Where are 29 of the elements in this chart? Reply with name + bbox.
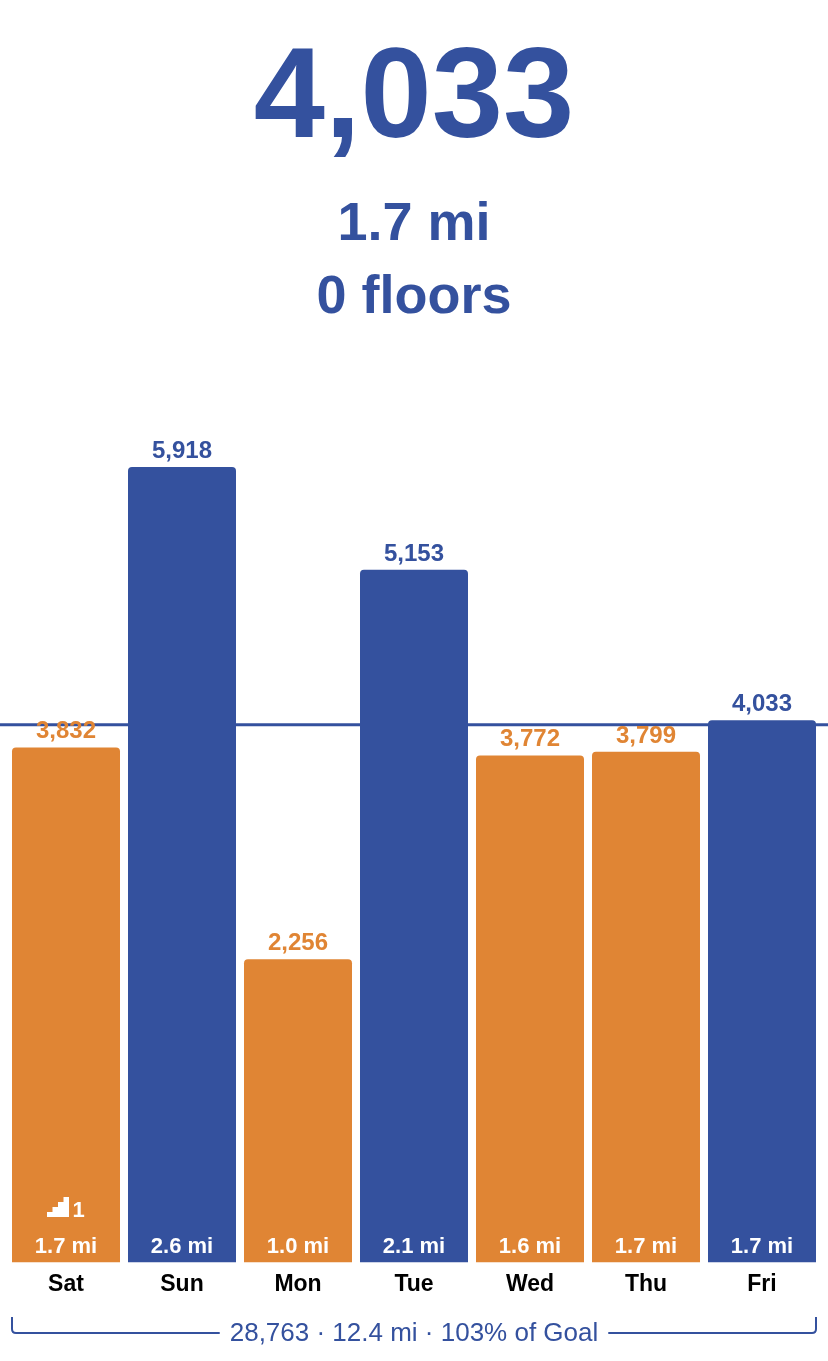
annotation: 1.6 mi	[498, 1233, 562, 1259]
x-tick-label: Thu	[624, 1269, 668, 1296]
chart-subtitle: 1.7 mi	[337, 191, 491, 251]
annotation: 2.6 mi	[150, 1233, 214, 1259]
data-label: 5,153	[383, 538, 445, 566]
x-tick-label: Fri	[747, 1269, 777, 1296]
bar	[592, 751, 700, 1263]
data-label: 3,772	[499, 724, 561, 752]
bar	[476, 755, 584, 1263]
annotation: 1.0 mi	[266, 1233, 330, 1259]
annotation: 2.1 mi	[382, 1233, 446, 1259]
annotation: 1.7 mi	[614, 1233, 678, 1259]
chart-title: 4,033	[253, 21, 575, 164]
x-tick-label: Sun	[160, 1269, 204, 1296]
x-tick-label: Tue	[394, 1269, 434, 1296]
x-tick-label: Wed	[505, 1269, 555, 1296]
bar	[12, 747, 120, 1263]
data-label: 2,256	[267, 928, 329, 956]
data-label: 5,918	[151, 436, 213, 464]
text: 0 floors	[316, 264, 512, 324]
data-label: 4,033	[731, 689, 793, 717]
bar	[244, 959, 352, 1263]
text: 28,763 · 12.4 mi · 103% of Goal	[229, 1317, 599, 1347]
annotation: 1.7 mi	[34, 1233, 98, 1259]
annotation: 1.7 mi	[730, 1233, 794, 1259]
x-tick-label: Mon	[274, 1269, 322, 1296]
x-tick-label: Sat	[48, 1269, 85, 1296]
data-label: 3,799	[615, 720, 677, 748]
annotation: 1	[72, 1197, 85, 1223]
